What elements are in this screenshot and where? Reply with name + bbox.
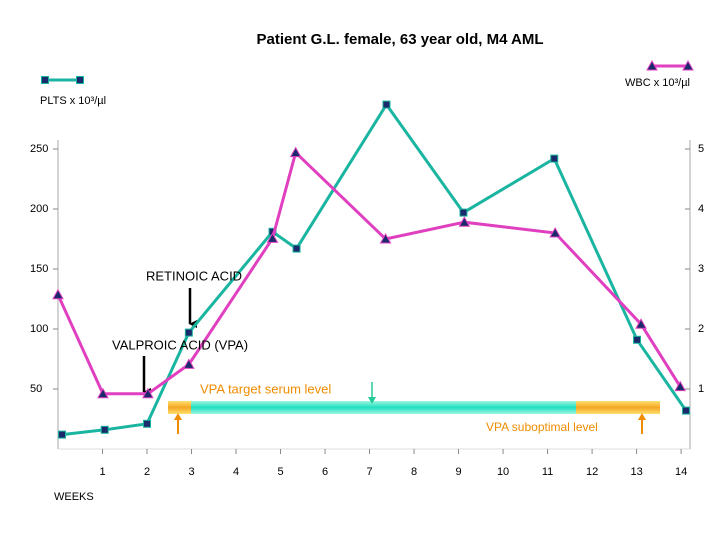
annotation: VPA target serum level: [200, 381, 331, 396]
y-tick-label: 100: [30, 323, 48, 335]
x-tick-label: 13: [630, 466, 642, 478]
point: [266, 232, 279, 243]
point: [58, 430, 67, 439]
y2-tick-label: 4: [698, 203, 704, 215]
point: [184, 328, 193, 337]
x-axis-label: WEEKS: [54, 491, 94, 503]
x-tick-label: 4: [233, 466, 239, 478]
y-tick-label: 50: [30, 383, 42, 395]
x-tick-label: 10: [497, 466, 509, 478]
y-tick-label: 250: [30, 143, 48, 155]
x-tick-label: 5: [277, 466, 283, 478]
point: [100, 425, 109, 434]
chart-title: Patient G.L. female, 63 year old, M4 AML: [256, 31, 543, 48]
arrow-head: [174, 413, 182, 420]
arrow-head: [638, 413, 646, 420]
point: [379, 232, 392, 244]
y2-tick-label: 3: [698, 263, 704, 275]
y2-tick-label: 1: [698, 383, 704, 395]
x-tick-label: 8: [411, 466, 417, 478]
y2-tick-label: 2: [698, 323, 704, 335]
arrow-head: [368, 397, 376, 404]
x-tick-label: 14: [675, 466, 687, 478]
vpa-target-bar: [191, 401, 576, 414]
x-tick-label: 2: [144, 466, 150, 478]
legend-label: WBC x 10³/µl: [625, 77, 690, 89]
point: [550, 154, 559, 163]
x-tick-label: 6: [322, 466, 328, 478]
point: [635, 318, 647, 329]
point: [549, 226, 561, 238]
x-tick-label: 12: [586, 466, 598, 478]
point: [674, 380, 687, 392]
x-tick-label: 9: [456, 466, 462, 478]
legend-marker: [646, 59, 658, 71]
point: [459, 208, 468, 217]
point: [681, 406, 690, 415]
legend-marker: [41, 76, 49, 84]
point: [143, 419, 152, 428]
x-tick-label: 1: [99, 466, 105, 478]
y2-tick-label: 5: [698, 143, 704, 155]
y-tick-label: 150: [30, 263, 48, 275]
x-tick-label: 7: [366, 466, 372, 478]
point: [97, 387, 109, 399]
x-tick-label: 11: [542, 466, 553, 478]
point: [289, 146, 302, 158]
point: [292, 244, 301, 253]
point: [458, 216, 471, 227]
point: [142, 387, 154, 399]
annotation: RETINOIC ACID: [146, 268, 242, 283]
point: [633, 335, 642, 344]
x-tick-label: 3: [188, 466, 194, 478]
point: [52, 288, 64, 300]
y-tick-label: 200: [30, 203, 48, 215]
point: [183, 358, 195, 369]
legend-label: PLTS x 10³/µl: [40, 95, 106, 107]
legend-marker: [76, 76, 84, 84]
legend-marker: [682, 59, 694, 71]
point: [382, 100, 391, 109]
annotation: VPA suboptimal level: [486, 420, 598, 434]
annotation: VALPROIC ACID (VPA): [112, 337, 248, 352]
